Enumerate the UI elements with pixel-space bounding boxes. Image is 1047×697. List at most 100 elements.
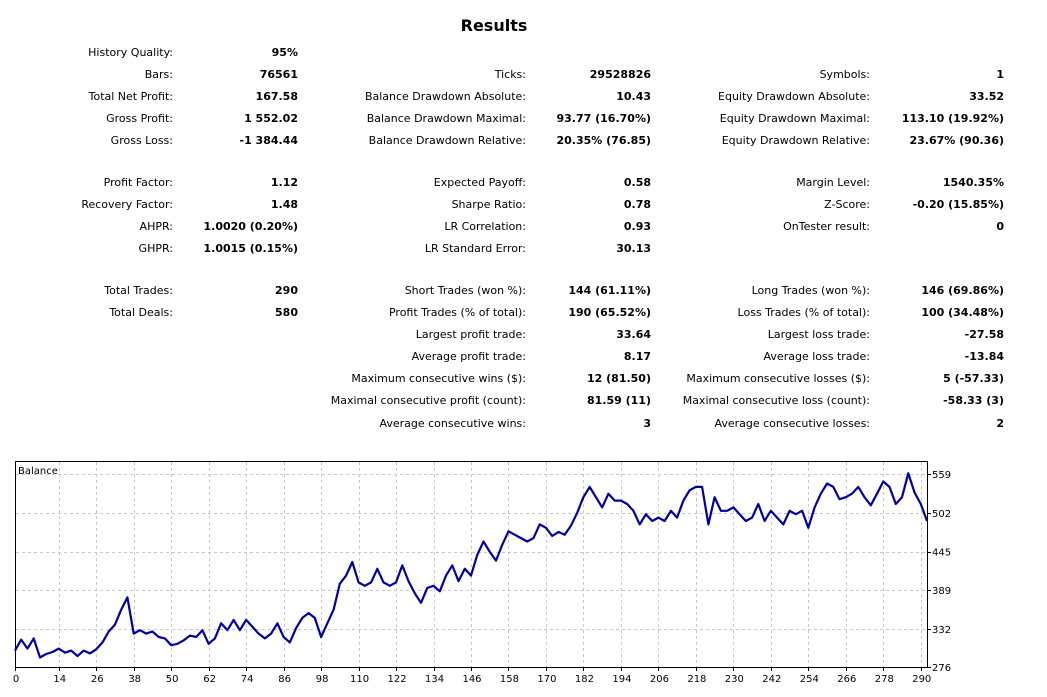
x-tick-label: 278 bbox=[875, 674, 894, 685]
stat-label: LR Standard Error: bbox=[424, 242, 526, 255]
x-tick-label: 230 bbox=[725, 674, 744, 685]
stat-label: Total Deals: bbox=[109, 306, 173, 319]
stat-label: Loss Trades (% of total): bbox=[737, 306, 870, 319]
stat-label: Maximum consecutive losses ($): bbox=[686, 372, 870, 385]
stat-value: -58.33 (3) bbox=[943, 394, 1004, 407]
stat-label: Profit Factor: bbox=[103, 176, 173, 189]
x-tick-label: 98 bbox=[316, 674, 329, 685]
stats-row: Gross Profit: 1 552.02 Balance Drawdown Ma… bbox=[0, 111, 1047, 133]
stat-label: Equity Drawdown Relative: bbox=[721, 134, 870, 147]
stats-row: Total Trades: 290 Short Trades (won %): 144… bbox=[0, 283, 1047, 305]
stat-value: 20.35% (76.85) bbox=[556, 134, 652, 147]
x-tick-label: 134 bbox=[425, 674, 444, 685]
x-tick-label: 206 bbox=[650, 674, 669, 685]
x-tick-label: 158 bbox=[500, 674, 519, 685]
stats-row: Largest profit trade: 33.64 Largest loss t… bbox=[0, 327, 1047, 349]
stat-label: Recovery Factor: bbox=[81, 198, 173, 211]
report-title: Results bbox=[460, 16, 528, 35]
stat-value: 113.10 (19.92%) bbox=[901, 112, 1004, 125]
stat-value: 76561 bbox=[259, 68, 298, 81]
stat-value: 100 (34.48%) bbox=[921, 306, 1004, 319]
y-tick-label: 502 bbox=[932, 509, 951, 520]
stat-label: Symbols: bbox=[819, 68, 870, 81]
stat-value: 146 (69.86%) bbox=[921, 284, 1004, 297]
stat-label: Equity Drawdown Maximal: bbox=[719, 112, 870, 125]
stat-label: AHPR: bbox=[139, 220, 173, 233]
stat-value: 1.48 bbox=[270, 198, 298, 211]
x-tick-label: 254 bbox=[800, 674, 819, 685]
stat-label: Equity Drawdown Absolute: bbox=[718, 90, 870, 103]
x-tick-label: 182 bbox=[575, 674, 594, 685]
stat-value: 3 bbox=[643, 417, 651, 430]
stats-row: History Quality: 95% bbox=[0, 45, 1047, 67]
x-tick-label: 194 bbox=[612, 674, 631, 685]
stats-row: Average profit trade: 8.17 Average loss tr… bbox=[0, 349, 1047, 371]
stat-value: 1 552.02 bbox=[244, 112, 298, 125]
x-tick-label: 146 bbox=[462, 674, 481, 685]
stat-label: Balance Drawdown Relative: bbox=[368, 134, 526, 147]
y-tick-label: 559 bbox=[932, 470, 951, 481]
stat-label: History Quality: bbox=[88, 46, 173, 59]
stat-label: Maximal consecutive profit (count): bbox=[330, 394, 526, 407]
stat-value: 0.58 bbox=[623, 176, 651, 189]
stat-label: Long Trades (won %): bbox=[751, 284, 870, 297]
stat-label: Maximal consecutive loss (count): bbox=[682, 394, 870, 407]
stat-label: Largest loss trade: bbox=[767, 328, 870, 341]
stat-label: Balance Drawdown Absolute: bbox=[364, 90, 526, 103]
y-tick-label: 332 bbox=[932, 625, 951, 636]
stat-value: 30.13 bbox=[616, 242, 651, 255]
x-tick-label: 26 bbox=[91, 674, 104, 685]
stat-label: Largest profit trade: bbox=[415, 328, 526, 341]
stat-label: Gross Profit: bbox=[106, 112, 173, 125]
stat-value: 1.12 bbox=[270, 176, 298, 189]
balance-chart: Balance 276 332 389 445 502 559 0 14 26 38 50 62 74… bbox=[13, 461, 951, 685]
y-tick-label: 445 bbox=[932, 548, 951, 559]
stats-row: Total Net Profit: 167.58 Balance Drawdown … bbox=[0, 89, 1047, 111]
stat-value: 33.52 bbox=[969, 90, 1004, 103]
stat-value: 95% bbox=[271, 46, 298, 59]
stat-value: 29528826 bbox=[589, 68, 651, 81]
stat-label: Average loss trade: bbox=[763, 350, 870, 363]
stat-value: 0 bbox=[996, 220, 1004, 233]
stat-value: 2 bbox=[996, 417, 1004, 430]
stat-label: Sharpe Ratio: bbox=[451, 198, 526, 211]
x-tick-label: 122 bbox=[387, 674, 406, 685]
stat-label: Average profit trade: bbox=[411, 350, 526, 363]
x-tick-label: 0 bbox=[13, 674, 19, 685]
stat-label: Average consecutive losses: bbox=[714, 417, 870, 430]
stats-row: Gross Loss: -1 384.44 Balance Drawdown Rel… bbox=[0, 133, 1047, 155]
stat-value: 167.58 bbox=[255, 90, 298, 103]
stat-value: 93.77 (16.70%) bbox=[556, 112, 652, 125]
stat-value: 144 (61.11%) bbox=[568, 284, 651, 297]
stats-row: Total Deals: 580 Profit Trades (% of total… bbox=[0, 305, 1047, 327]
stat-label: Margin Level: bbox=[796, 176, 870, 189]
stat-label: Maximum consecutive wins ($): bbox=[351, 372, 526, 385]
stat-label: GHPR: bbox=[138, 242, 173, 255]
stats-row: AHPR: 1.0020 (0.20%) LR Correlation: 0.93 On… bbox=[0, 219, 1047, 241]
stats-row: Average consecutive wins: 3 Average consec… bbox=[0, 416, 1047, 438]
stat-label: Average consecutive wins: bbox=[379, 417, 526, 430]
stat-value: 1 bbox=[996, 68, 1004, 81]
stat-label: Profit Trades (% of total): bbox=[388, 306, 526, 319]
stats-row: Bars: 76561 Ticks: 29528826 Symbols: 1 bbox=[0, 67, 1047, 89]
stat-label: Short Trades (won %): bbox=[404, 284, 526, 297]
x-tick-label: 110 bbox=[350, 674, 369, 685]
stat-value: 0.78 bbox=[623, 198, 651, 211]
x-tick-label: 86 bbox=[278, 674, 291, 685]
y-tick-label: 389 bbox=[932, 586, 951, 597]
stat-value: -0.20 (15.85%) bbox=[912, 198, 1004, 211]
stat-value: 290 bbox=[275, 284, 298, 297]
stat-label: Total Net Profit: bbox=[88, 90, 173, 103]
stat-value: -1 384.44 bbox=[239, 134, 299, 147]
stat-label: Total Trades: bbox=[104, 284, 173, 297]
x-tick-label: 290 bbox=[912, 674, 931, 685]
x-tick-label: 74 bbox=[241, 674, 254, 685]
x-tick-label: 38 bbox=[128, 674, 141, 685]
stat-label: Expected Payoff: bbox=[433, 176, 526, 189]
stats-row: Profit Factor: 1.12 Expected Payoff: 0.58 Ma… bbox=[0, 175, 1047, 197]
stats-row: Maximum consecutive wins ($): 12 (81.50) M… bbox=[0, 371, 1047, 393]
y-axis: 276 332 389 445 502 559 bbox=[927, 470, 951, 674]
stat-label: Z-Score: bbox=[824, 198, 870, 211]
stat-value: 1.0020 (0.20%) bbox=[203, 220, 299, 233]
chart-legend-label: Balance bbox=[18, 466, 58, 477]
